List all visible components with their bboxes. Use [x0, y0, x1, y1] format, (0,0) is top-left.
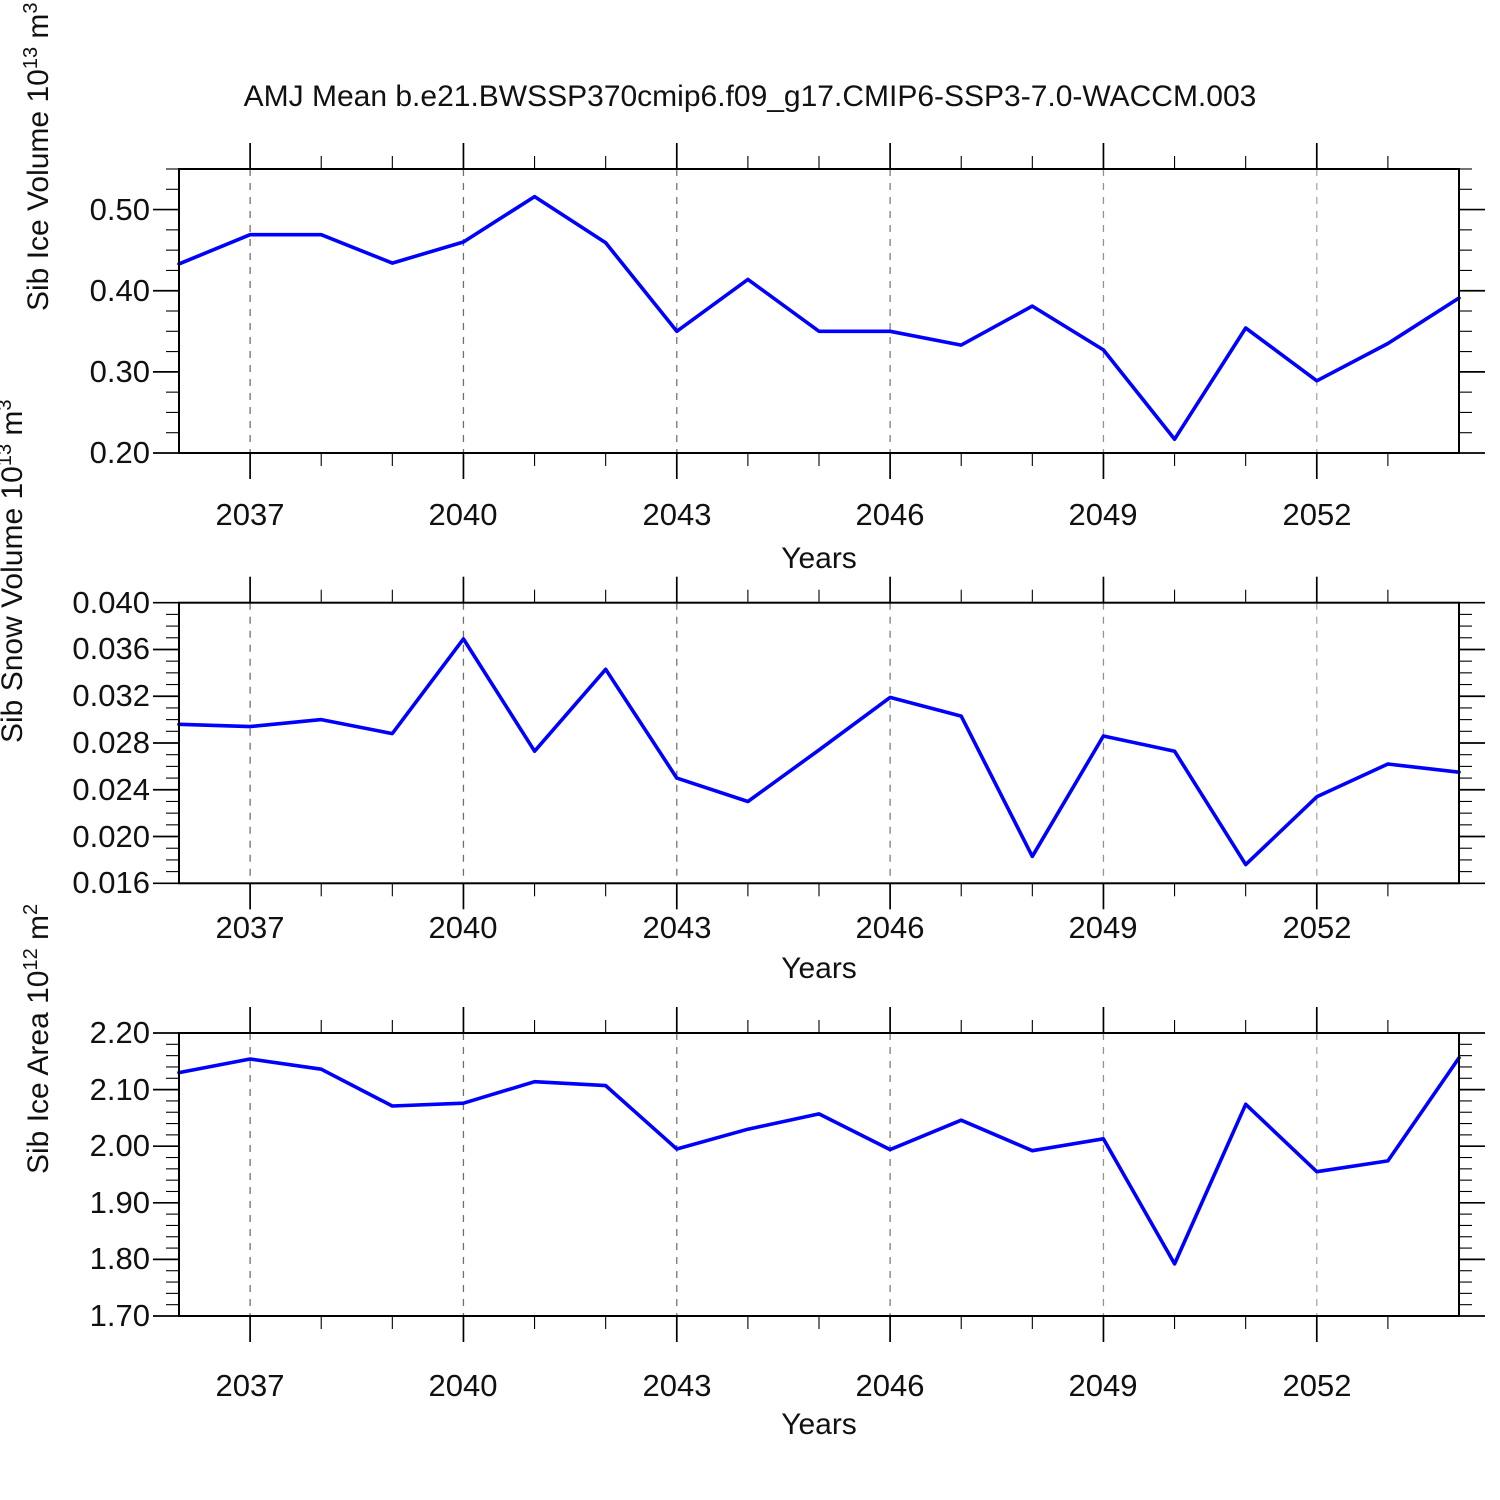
- x-tick-label: 2040: [428, 497, 498, 532]
- y-tick-label: 2.10: [89, 1072, 150, 1107]
- panel-3: [153, 1007, 1485, 1342]
- data-series-line: [177, 194, 1461, 442]
- y-tick-label: 0.032: [72, 678, 150, 713]
- y-tick-label: 0.40: [89, 273, 150, 308]
- y-tick-label: 0.30: [89, 354, 150, 389]
- x-tick-label: 2037: [215, 910, 285, 945]
- y-tick-label: 0.016: [72, 865, 150, 900]
- axis-ticks: [153, 143, 1485, 479]
- x-tick-label: 2052: [1282, 1368, 1352, 1403]
- y-axis-title-unit-exponent: 3: [0, 399, 16, 410]
- y-tick-label: 0.036: [72, 631, 150, 666]
- x-tick-label: 2046: [855, 497, 925, 532]
- y-tick-label: 1.90: [89, 1185, 150, 1220]
- y-axis-title-exponent: 13: [0, 443, 16, 467]
- data-series-line: [177, 1056, 1461, 1266]
- x-tick-label: 2040: [428, 1368, 498, 1403]
- data-series-line: [177, 637, 1461, 867]
- y-tick-label: 0.20: [89, 435, 150, 470]
- plot-box: [178, 168, 1460, 454]
- y-tick-label: 1.70: [89, 1298, 150, 1333]
- y-tick-label: 0.020: [72, 819, 150, 854]
- y-tick-label: 0.040: [72, 585, 150, 620]
- x-tick-label: 2043: [642, 497, 712, 532]
- x-tick-label: 2049: [1068, 910, 1138, 945]
- panel-1: [153, 143, 1485, 479]
- y-axis-title-unit-exponent: 2: [20, 903, 42, 915]
- x-tick-label: 2037: [215, 1368, 285, 1403]
- x-tick-label: 2043: [642, 1368, 712, 1403]
- x-axis-title: Years: [781, 542, 857, 575]
- panel-2: [153, 576, 1485, 910]
- y-tick-label: 2.20: [89, 1015, 150, 1050]
- x-tick-label: 2046: [855, 910, 925, 945]
- x-axis-title: Years: [781, 952, 857, 985]
- y-tick-label: 1.80: [89, 1241, 150, 1276]
- chart-title: AMJ Mean b.e21.BWSSP370cmip6.f09_g17.CMI…: [243, 80, 1257, 113]
- y-tick-label: 0.028: [72, 725, 150, 760]
- x-tick-label: 2049: [1068, 497, 1138, 532]
- y-axis-title-exponent: 12: [20, 948, 42, 971]
- axis-ticks: [153, 576, 1485, 910]
- x-tick-label: 2040: [428, 910, 498, 945]
- x-tick-label: 2052: [1282, 497, 1352, 532]
- y-tick-label: 0.50: [89, 192, 150, 227]
- x-tick-label: 2046: [855, 1368, 925, 1403]
- y-axis-title-exponent: 13: [20, 46, 42, 70]
- y-axis-title-unit: m: [22, 914, 55, 949]
- x-tick-label: 2052: [1282, 910, 1352, 945]
- plot-box: [178, 1032, 1460, 1317]
- y-tick-label: 2.00: [89, 1128, 150, 1163]
- y-axis-title-unit: m: [22, 13, 55, 47]
- x-tick-label: 2043: [642, 910, 712, 945]
- plot-box: [178, 601, 1460, 885]
- x-tick-label: 2037: [215, 497, 285, 532]
- axis-ticks: [153, 1007, 1485, 1342]
- y-axis-title-unit-exponent: 3: [20, 2, 42, 14]
- y-tick-label: 0.024: [72, 772, 150, 807]
- x-axis-title: Years: [781, 1408, 857, 1441]
- x-tick-label: 2049: [1068, 1368, 1138, 1403]
